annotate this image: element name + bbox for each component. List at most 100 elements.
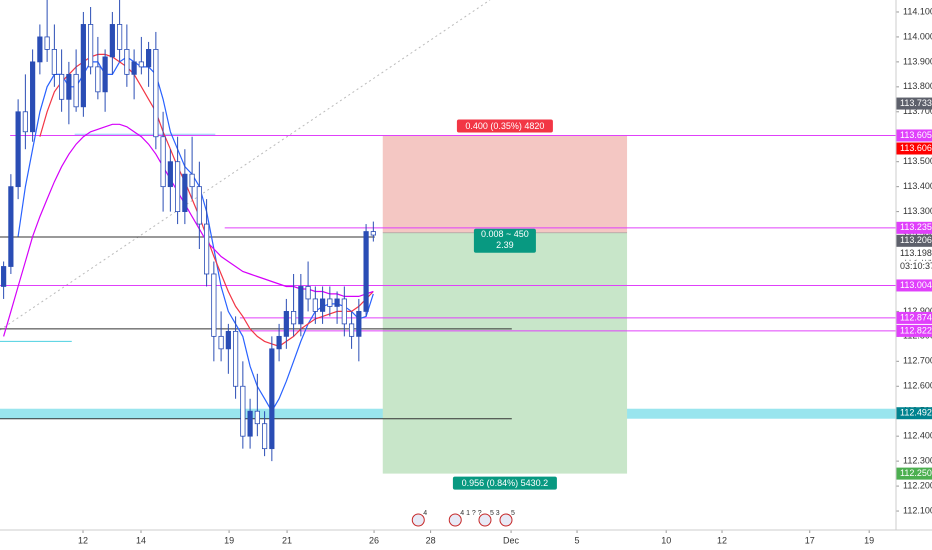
- target-label: 0.956 (0.84%) 5430.2: [462, 478, 549, 488]
- price-badge-label: 113.198: [900, 248, 932, 258]
- price-badge: [896, 234, 932, 247]
- x-tick-label: 12: [78, 535, 88, 545]
- price-badge: [896, 129, 932, 142]
- price-badge: [896, 142, 932, 155]
- candle-body: [8, 186, 14, 267]
- price-badge: [896, 97, 932, 110]
- y-tick-label: 112.700: [903, 356, 932, 366]
- price-badge: [896, 247, 932, 260]
- candle-body: [327, 298, 333, 307]
- price-badge-label: 113.235: [900, 222, 932, 232]
- y-tick-label: 114.000: [903, 31, 932, 41]
- event-flag: [448, 513, 462, 527]
- price-badge-label: 113.206: [900, 235, 932, 245]
- price-badge-label: 113.733: [900, 98, 932, 108]
- candle-body: [370, 231, 376, 236]
- candle-body: [102, 56, 108, 93]
- y-tick-label: 112.400: [903, 431, 932, 441]
- x-tick-label: 12: [717, 535, 727, 545]
- target-zone: [382, 232, 628, 474]
- x-tick-label: 28: [426, 535, 436, 545]
- candle-body: [319, 298, 326, 312]
- price-badge-label: 113.606: [900, 143, 932, 153]
- y-tick-label: 112.600: [903, 381, 932, 391]
- price-badge-label: 112.822: [900, 325, 932, 335]
- candle-body: [117, 24, 123, 50]
- x-tick-label: 26: [369, 535, 379, 545]
- candle-body: [15, 111, 21, 188]
- x-tick-label: 19: [864, 535, 874, 545]
- price-badge: [896, 467, 932, 480]
- y-tick-label: 112.300: [903, 456, 932, 466]
- x-tick-label: 19: [224, 535, 234, 545]
- x-tick-label: 21: [282, 535, 292, 545]
- x-tick-label: 5: [575, 535, 580, 545]
- y-tick-label: 112.900: [903, 306, 932, 316]
- candle-body: [283, 311, 289, 337]
- candle-body: [189, 173, 195, 188]
- candle-body: [109, 24, 115, 58]
- candle-body: [269, 348, 275, 450]
- price-badge: [896, 407, 932, 420]
- candle-body: [175, 161, 181, 213]
- candle-body: [138, 61, 144, 68]
- candle-body: [218, 335, 224, 350]
- price-badge-label: 112.250: [900, 468, 932, 478]
- x-tick-label: 10: [661, 535, 671, 545]
- candle-body: [44, 36, 50, 50]
- candle-body: [240, 385, 246, 437]
- event-flag: [499, 513, 513, 527]
- candle-body: [66, 73, 72, 100]
- candle-body: [95, 66, 101, 93]
- y-tick-label: 112.100: [903, 505, 932, 515]
- candle-body: [196, 186, 202, 225]
- candle-body: [37, 36, 43, 63]
- y-tick-label: 113.800: [903, 81, 932, 91]
- candle-body: [276, 335, 282, 350]
- countdown: 03:10:37: [900, 261, 932, 271]
- candle-body: [261, 423, 268, 450]
- candle-body: [356, 311, 362, 337]
- price-badge: [896, 311, 932, 324]
- event-label: 4: [423, 510, 427, 517]
- y-tick-label: 113.300: [903, 206, 932, 216]
- candle-body: [254, 410, 260, 425]
- price-badge: [896, 324, 932, 337]
- candle-body: [290, 311, 297, 325]
- price-badge-label: 113.605: [900, 130, 932, 140]
- stop-label-bg: [456, 119, 553, 133]
- countdown-bg: [896, 260, 932, 273]
- event-label: 5 3: [490, 510, 500, 517]
- x-tick-label: 14: [136, 535, 146, 545]
- candle-body: [298, 286, 304, 325]
- candle-body: [232, 330, 239, 387]
- event-flag: [411, 513, 425, 527]
- stop-zone: [382, 135, 628, 233]
- candle-body: [348, 323, 355, 337]
- candle-body: [305, 286, 311, 300]
- ratio-label: 2.39: [496, 240, 514, 250]
- candle-body: [22, 111, 28, 133]
- candle-body: [1, 266, 7, 287]
- moving-average: [3, 123, 374, 337]
- stop-label: 0.400 (0.35%) 4820: [465, 121, 544, 131]
- candle-body: [225, 330, 231, 350]
- y-tick-label: 114.100: [903, 6, 932, 16]
- candle-body: [30, 61, 36, 133]
- candle-body: [182, 173, 188, 213]
- candle-body: [153, 49, 159, 138]
- x-tick-label: Dec: [503, 535, 520, 545]
- y-tick-label: 113.500: [903, 156, 932, 166]
- candle-body: [59, 73, 65, 100]
- candle-body: [88, 24, 94, 68]
- candle-body: [247, 410, 253, 437]
- price-badge: [896, 279, 932, 292]
- price-badge-label: 113.004: [900, 280, 932, 290]
- y-tick-label: 113.400: [903, 181, 932, 191]
- candle-body: [211, 273, 217, 337]
- price-badge: [896, 221, 932, 234]
- price-badge-label: 112.492: [900, 408, 932, 418]
- y-tick-label: 113.900: [903, 56, 932, 66]
- candle-body: [334, 298, 340, 307]
- target-label-bg: [452, 476, 557, 490]
